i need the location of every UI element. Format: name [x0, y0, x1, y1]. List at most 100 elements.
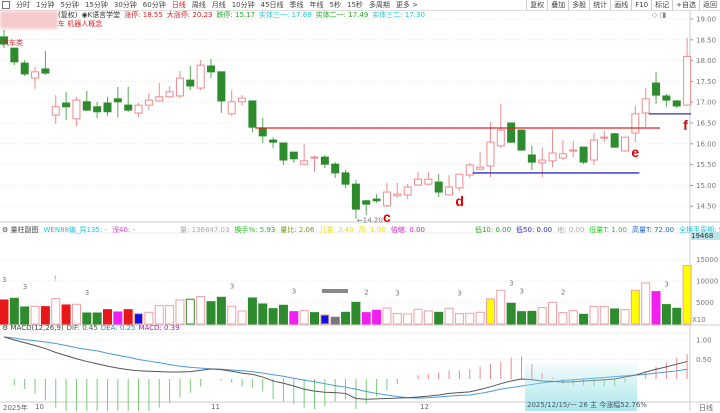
- period-tab[interactable]: 10分钟: [231, 1, 255, 9]
- concept-label: 车 机器人概念: [58, 20, 103, 28]
- candle-body: [20, 62, 29, 75]
- macd-tick-label: 1.00: [696, 337, 712, 345]
- period-tab[interactable]: 周线: [191, 1, 206, 9]
- volume-bar: [320, 314, 330, 325]
- candle-body: [300, 160, 309, 165]
- candle: [403, 184, 412, 200]
- volume-header: ⚙ 量柱副图 WEN88编_异135: - 浅40: - 量: 136847.0…: [2, 225, 720, 234]
- volume-bar: [278, 304, 288, 325]
- candle: [72, 96, 81, 126]
- price-tick-label: 16.00: [696, 140, 716, 148]
- settings-icons[interactable]: ◇ ◨: [652, 11, 667, 19]
- candle-body: [341, 172, 350, 185]
- candle: [382, 182, 391, 208]
- volume-bar: [568, 310, 578, 325]
- gray-marker: [322, 289, 348, 293]
- toolbar-button[interactable]: 叠加: [547, 0, 568, 10]
- volume-bar: [444, 307, 454, 325]
- volume-bar: [527, 310, 537, 325]
- candle-body: [124, 104, 133, 111]
- candle-body: [496, 129, 505, 147]
- period-tab[interactable]: 多周期: [368, 1, 390, 9]
- candle-body: [320, 156, 329, 165]
- period-tab[interactable]: 月线: [211, 1, 226, 9]
- period-tab[interactable]: 更多 >: [395, 1, 419, 9]
- candle: [579, 146, 588, 165]
- candle: [51, 95, 60, 124]
- volume-bar: [299, 310, 309, 325]
- candle-body: [548, 152, 557, 162]
- indicator-name[interactable]: ◉K语言学堂: [81, 11, 121, 19]
- volume-marker: 3: [395, 290, 399, 298]
- candle-body: [155, 96, 164, 102]
- candle: [279, 142, 288, 166]
- sector-tag: 汽车类: [2, 38, 23, 47]
- volume-bar: [9, 297, 19, 325]
- volume-bar: [506, 302, 516, 325]
- period-tab[interactable]: 1分钟: [36, 1, 55, 9]
- candle-body: [351, 183, 360, 210]
- toolbar-button[interactable]: 画线: [610, 0, 631, 10]
- volume-bar: [682, 265, 692, 325]
- toolbar-button[interactable]: F10: [631, 0, 651, 10]
- period-tab[interactable]: 15秒: [347, 1, 363, 9]
- candle: [310, 155, 319, 173]
- toolbar-button[interactable]: 多股: [568, 0, 589, 10]
- volume-bar: [548, 301, 558, 325]
- cursor-overlay: 2025/12/15/一 26 主 今涨幅52.76%: [525, 362, 647, 411]
- volume-bar: [247, 297, 257, 325]
- toolbar-button[interactable]: 返回: [699, 0, 720, 10]
- cursor-date-text: 2025/12/15/一 26 主 今涨幅52.76%: [527, 401, 647, 409]
- candle-body: [569, 149, 578, 152]
- price-tick-label: 18.00: [696, 57, 716, 65]
- indicator-info: (复权) ◉K语言学堂 涨停: 18.55 大涨停: 20.23 跌停: 15.…: [58, 10, 429, 20]
- period-tab[interactable]: 60分钟: [142, 1, 166, 9]
- macd-title[interactable]: ⚙ MACD(12,26,9): [2, 323, 64, 332]
- square-icon[interactable]: [2, 1, 10, 9]
- candle: [558, 140, 567, 161]
- candle-body: [186, 79, 195, 87]
- candle-body: [175, 77, 184, 97]
- toolbar-button[interactable]: +自选: [672, 0, 699, 10]
- period-tab[interactable]: 30分钟: [113, 1, 137, 9]
- candle: [517, 129, 526, 151]
- blurred-stock-name: [0, 11, 58, 29]
- volume-bar: [123, 309, 133, 325]
- volume-marker: 3: [292, 288, 296, 296]
- candle: [424, 172, 433, 185]
- period-tab[interactable]: 45日线: [260, 1, 284, 9]
- volume-bar: [82, 312, 92, 325]
- qian-value: 浅40: -: [111, 225, 136, 234]
- period-tab[interactable]: 季线: [289, 1, 304, 9]
- toolbar-button[interactable]: 标记: [651, 0, 672, 10]
- candle-body: [248, 100, 257, 128]
- period-tab[interactable]: 5分钟: [60, 1, 79, 9]
- toolbar-button[interactable]: 复权: [526, 0, 547, 10]
- period-tab[interactable]: 日线: [171, 1, 186, 9]
- period-tab[interactable]: 5秒: [329, 1, 342, 9]
- adjust-label[interactable]: (复权): [58, 11, 78, 19]
- period-tab[interactable]: 年线: [309, 1, 324, 9]
- volume-title[interactable]: ⚙ 量柱副图: [2, 225, 39, 234]
- toolbar-button[interactable]: 统计: [589, 0, 610, 10]
- period-tab[interactable]: 分时: [16, 1, 30, 9]
- volume-bar: [237, 310, 247, 325]
- volume-tick-label: 10000: [696, 278, 718, 286]
- candle-body: [289, 151, 298, 160]
- volume-bar: [672, 307, 682, 325]
- candle-body: [507, 122, 516, 143]
- candle-body: [10, 47, 19, 63]
- candle-body: [476, 166, 485, 170]
- period-tab[interactable]: 15分钟: [84, 1, 108, 9]
- volume-bar: [620, 309, 630, 325]
- date-dec: 12: [420, 403, 429, 411]
- candle: [186, 66, 195, 91]
- candle-body: [165, 91, 174, 98]
- candle: [103, 96, 112, 116]
- candle-body: [372, 198, 381, 202]
- volume-bar: [651, 291, 661, 325]
- volume-bar: [610, 308, 620, 325]
- volume-bar: [310, 312, 319, 325]
- volume-marker: !: [54, 275, 57, 283]
